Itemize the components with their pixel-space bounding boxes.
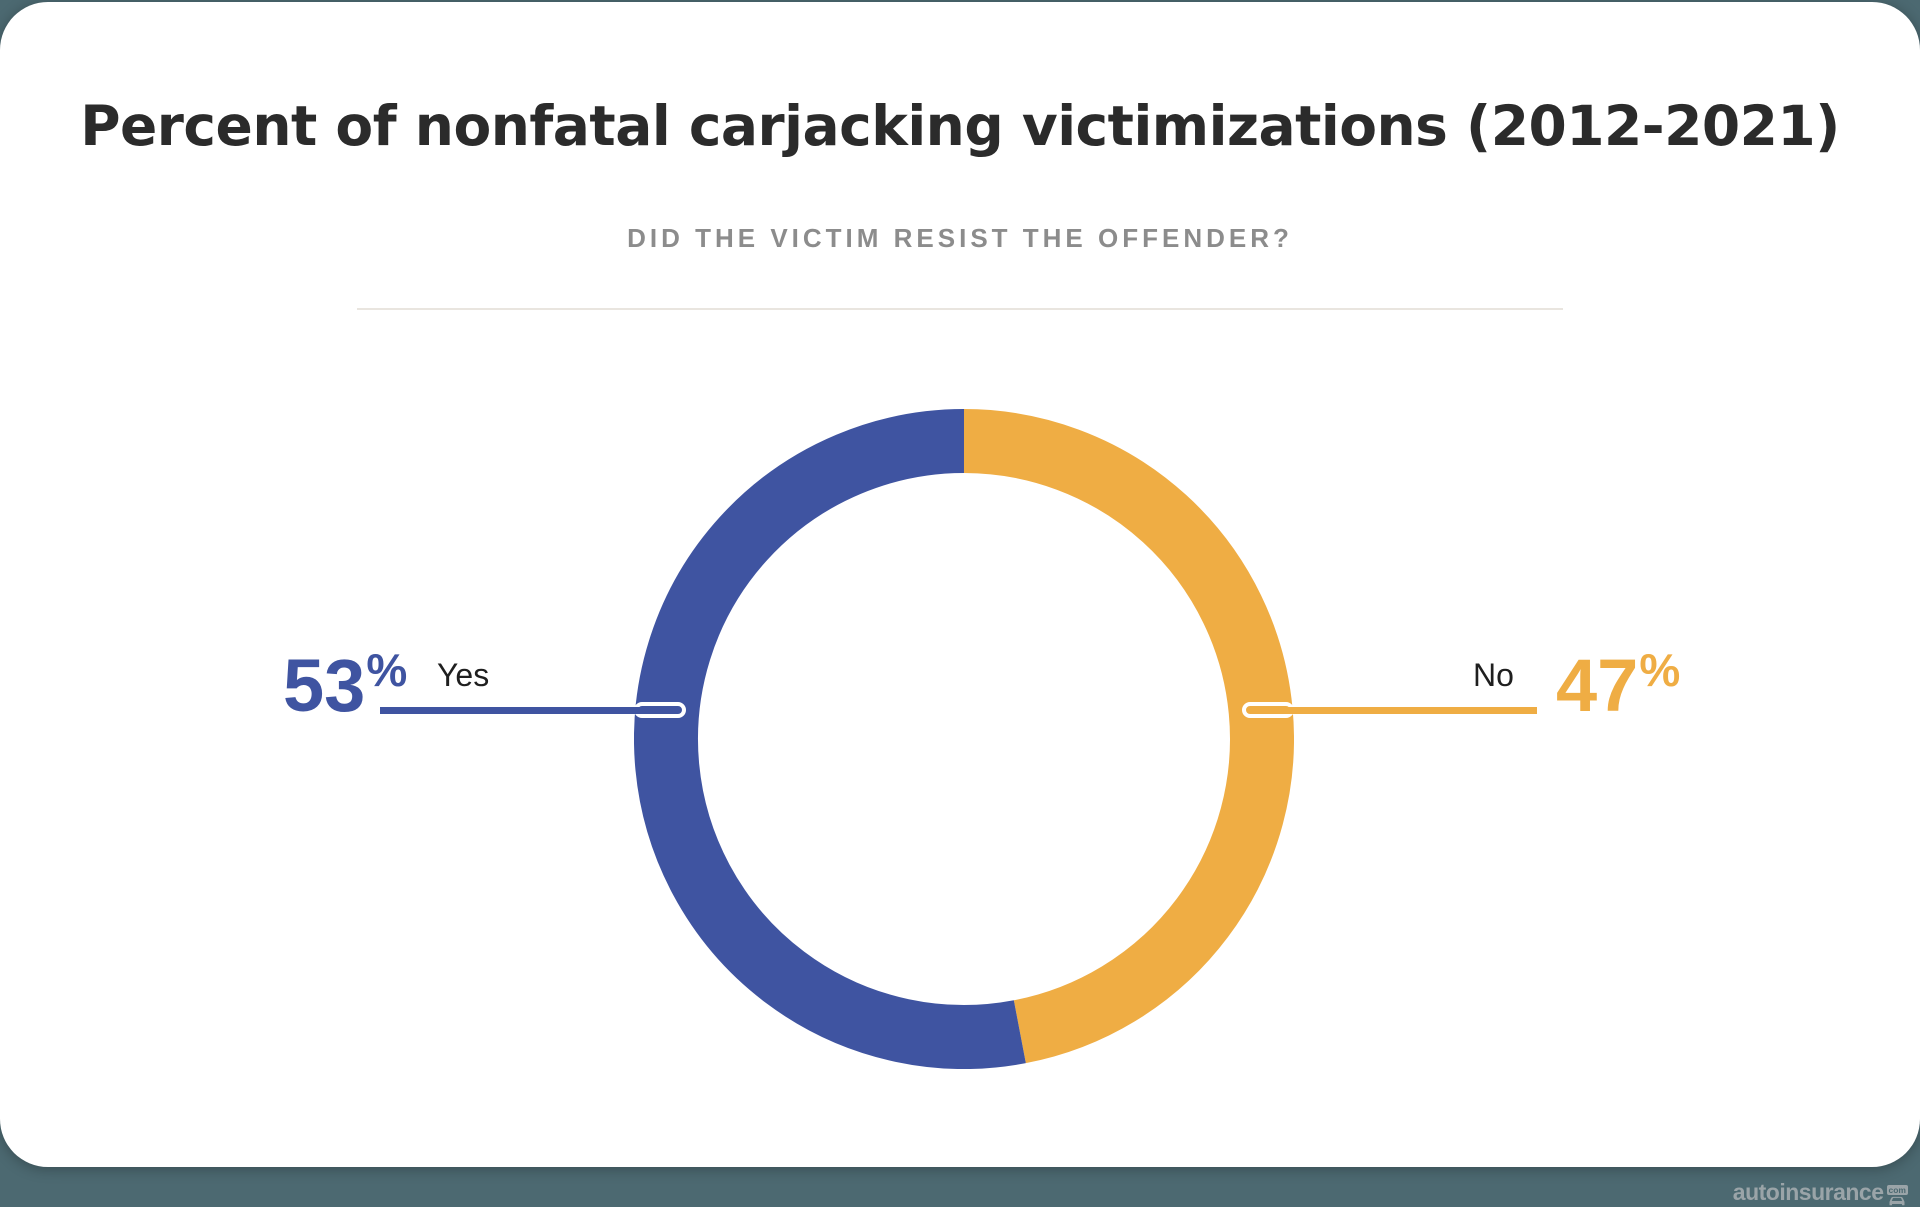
car-icon xyxy=(1888,1196,1906,1206)
donut-arc-yes xyxy=(634,409,1026,1069)
donut-arc-no xyxy=(963,409,1294,1064)
yes-percentage-value: 53% xyxy=(283,647,407,723)
donut-chart xyxy=(634,409,1294,1069)
no-number: 47 xyxy=(1556,644,1639,727)
yes-percent-sign: % xyxy=(366,644,408,696)
watermark-badge: com xyxy=(1886,1184,1908,1195)
yes-segment-label: Yes xyxy=(437,657,490,693)
chart-title: Percent of nonfatal carjacking victimiza… xyxy=(80,94,1840,158)
chart-subtitle: DID THE VICTIM RESIST THE OFFENDER? xyxy=(627,223,1293,253)
yes-leader-line xyxy=(380,707,664,714)
watermark: autoinsurance com xyxy=(1732,1179,1908,1206)
no-leader-line xyxy=(1286,707,1537,714)
no-percentage-value: 47% xyxy=(1556,647,1680,723)
no-segment-label: No xyxy=(1473,657,1514,693)
yes-number: 53 xyxy=(283,644,366,727)
chart-card: Percent of nonfatal carjacking victimiza… xyxy=(0,2,1920,1167)
watermark-badge-group: com xyxy=(1886,1184,1908,1206)
no-percent-sign: % xyxy=(1639,644,1681,696)
watermark-text: autoinsurance xyxy=(1732,1179,1884,1205)
divider-line xyxy=(357,308,1563,310)
